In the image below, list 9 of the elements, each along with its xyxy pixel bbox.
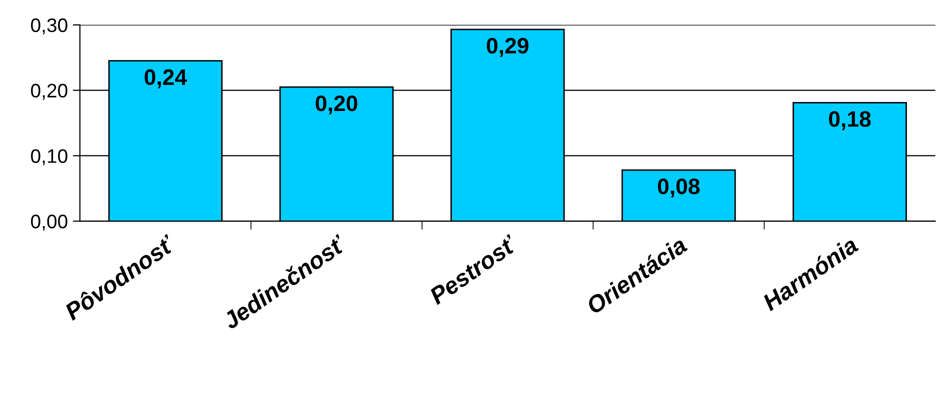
y-tick-label: 0,30 (31, 18, 68, 34)
data-label: 0,18 (829, 111, 871, 130)
data-label: 0,24 (144, 69, 187, 88)
y-tick-label: 0,00 (31, 214, 68, 231)
data-label: 0,20 (316, 95, 358, 114)
data-label: 0,29 (486, 38, 528, 57)
data-label: 0,08 (658, 178, 700, 198)
y-tick-label: 0,10 (31, 149, 68, 166)
y-tick-label: 0,20 (31, 84, 68, 100)
